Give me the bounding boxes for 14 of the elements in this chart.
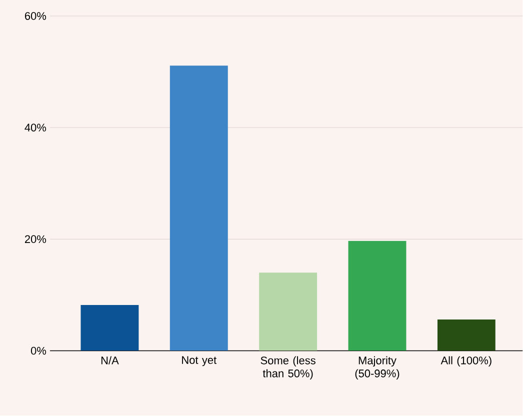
bar — [348, 240, 406, 351]
bar — [259, 272, 318, 351]
y-tick-label: 0% — [30, 347, 46, 355]
bar — [437, 320, 496, 351]
y-tick-label: 20% — [24, 235, 46, 244]
x-tick-label: Some (less than 50%) — [260, 356, 316, 380]
x-tick-label: All (100%) — [440, 356, 492, 367]
x-tick-label: N/A — [101, 356, 119, 364]
bar — [170, 66, 228, 351]
y-tick-label: 60% — [24, 12, 46, 20]
x-tick-label: Majority (50-99%) — [355, 356, 400, 380]
x-tick-label: Not yet — [182, 356, 217, 366]
bar — [80, 305, 139, 351]
y-tick-label: 40% — [24, 124, 46, 132]
